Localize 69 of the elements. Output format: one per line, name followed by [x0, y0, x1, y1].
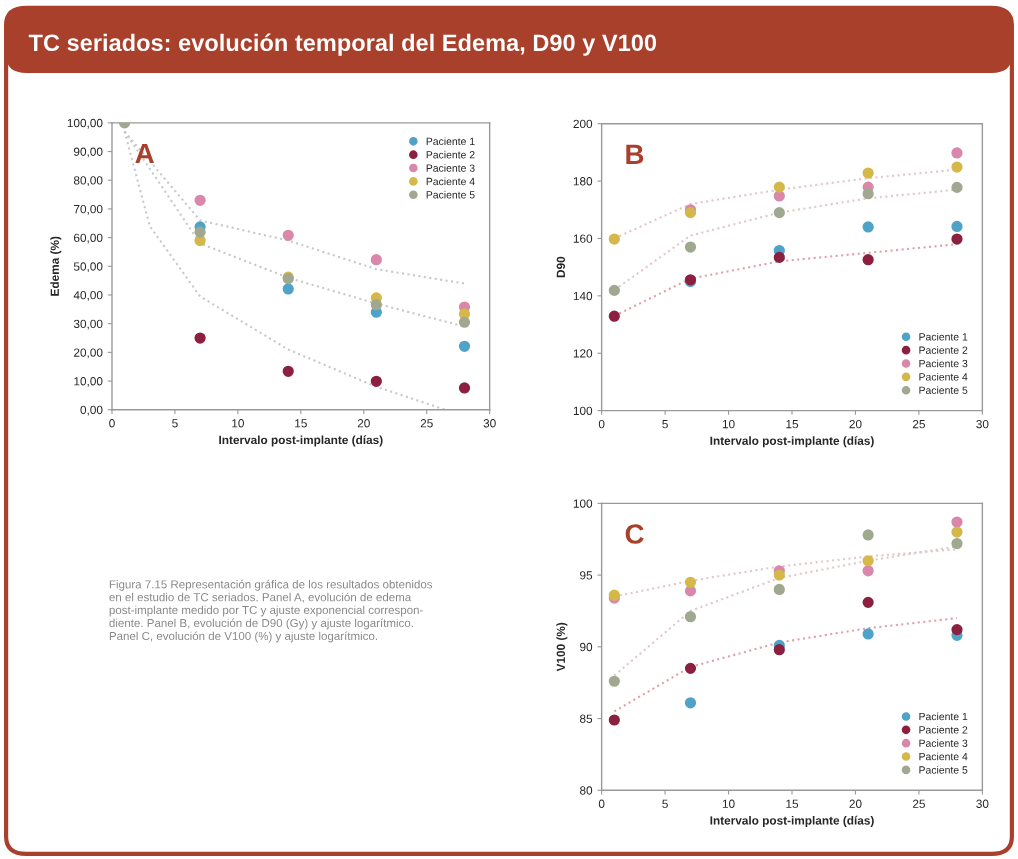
- y-tick-label: 30,00: [73, 319, 103, 330]
- legend-label: Paciente 1: [919, 332, 968, 341]
- x-tick-label: 20: [357, 419, 370, 428]
- y-tick-label: 80: [579, 786, 593, 795]
- legend-label: Paciente 4: [919, 372, 968, 381]
- y-tick-label: 100: [573, 499, 593, 508]
- legend-label: Paciente 3: [919, 359, 968, 368]
- x-tick-label: 10: [232, 419, 244, 428]
- y-tick-label: 160: [573, 234, 593, 243]
- legend-label: Paciente 3: [426, 164, 475, 172]
- y-tick-label: 10,00: [74, 377, 103, 387]
- y-tick-label: 90: [580, 642, 593, 652]
- x-tick-label: 25: [912, 419, 925, 429]
- x-tick-label: 30: [483, 419, 496, 428]
- y-tick-label: 70,00: [74, 204, 103, 215]
- x-tick-label: 20: [849, 799, 862, 808]
- y-axis-title: V100 (%): [556, 622, 568, 672]
- legend-label: Paciente 5: [426, 190, 475, 199]
- legend-label: Paciente 2: [426, 150, 475, 159]
- x-tick-label: 5: [172, 419, 178, 428]
- x-tick-label: 15: [786, 799, 799, 808]
- x-tick-label: 30: [976, 799, 989, 808]
- text: Figura 7.15 Representación gráfica de los resultados obtenidos en el estudio de TC seriados. Panel A, evolución de edema post-implante medido por TC y ajuste exponencial correspon- diente. Panel B, evolución de D90 (Gy) y ajuste logarítmico. Panel C, evolución de V100 (%) y ajuste logarítmico.: [109, 579, 433, 643]
- x-tick-label: 25: [420, 419, 433, 428]
- y-tick-label: 85: [579, 714, 593, 723]
- x-axis-title: Intervalo post-implante (días): [219, 435, 383, 447]
- x-tick-label: 25: [912, 799, 925, 808]
- y-tick-label: 95: [580, 571, 593, 580]
- y-tick-label: 0,00: [80, 405, 103, 416]
- y-tick-label: 80,00: [73, 176, 103, 187]
- y-axis-title: Edema (%): [50, 236, 62, 296]
- legend-label: Paciente 2: [919, 725, 968, 734]
- legend-label: Paciente 1: [919, 712, 968, 721]
- y-tick-label: 100: [573, 406, 593, 415]
- legend-label: Paciente 2: [919, 346, 968, 354]
- y-tick-label: 20,00: [74, 348, 103, 359]
- x-tick-label: 0: [109, 419, 115, 428]
- y-tick-label: 90,00: [73, 147, 103, 158]
- x-axis-title: Intervalo post-implante (días): [710, 436, 874, 448]
- x-tick-label: 10: [722, 799, 735, 808]
- x-tick-label: 5: [662, 420, 668, 429]
- legend-label: Paciente 5: [919, 765, 968, 774]
- y-tick-label: 50,00: [73, 262, 103, 273]
- x-tick-label: 10: [722, 419, 735, 429]
- y-tick-label: 100,00: [67, 118, 103, 129]
- annotation: C: [625, 524, 644, 544]
- x-tick-label: 30: [976, 419, 989, 429]
- legend-label: Paciente 4: [426, 177, 475, 186]
- x-tick-label: 5: [662, 799, 668, 808]
- y-tick-label: 120: [573, 349, 593, 358]
- y-tick-label: 200: [573, 119, 593, 129]
- legend-label: Paciente 4: [919, 752, 968, 761]
- y-tick-label: 140: [573, 291, 593, 301]
- x-tick-label: 15: [295, 419, 307, 428]
- legend-label: Paciente 3: [919, 739, 968, 747]
- y-tick-label: 40,00: [73, 291, 103, 301]
- x-axis-title: Intervalo post-implante (días): [710, 815, 874, 827]
- x-tick-label: 20: [849, 419, 862, 429]
- legend-label: Paciente 5: [919, 386, 968, 394]
- y-tick-label: 180: [573, 177, 593, 186]
- annotation: B: [626, 144, 644, 164]
- annotation: A: [135, 143, 154, 164]
- x-tick-label: 15: [786, 420, 799, 429]
- y-axis-title: D90: [556, 256, 566, 278]
- chart-title: TC seriados: evolución temporal del Edema, D90 y V100: [28, 33, 657, 56]
- legend-label: Paciente 1: [426, 137, 475, 146]
- x-tick-label: 0: [598, 419, 605, 429]
- x-tick-label: 0: [598, 799, 605, 808]
- y-tick-label: 60,00: [74, 233, 103, 244]
